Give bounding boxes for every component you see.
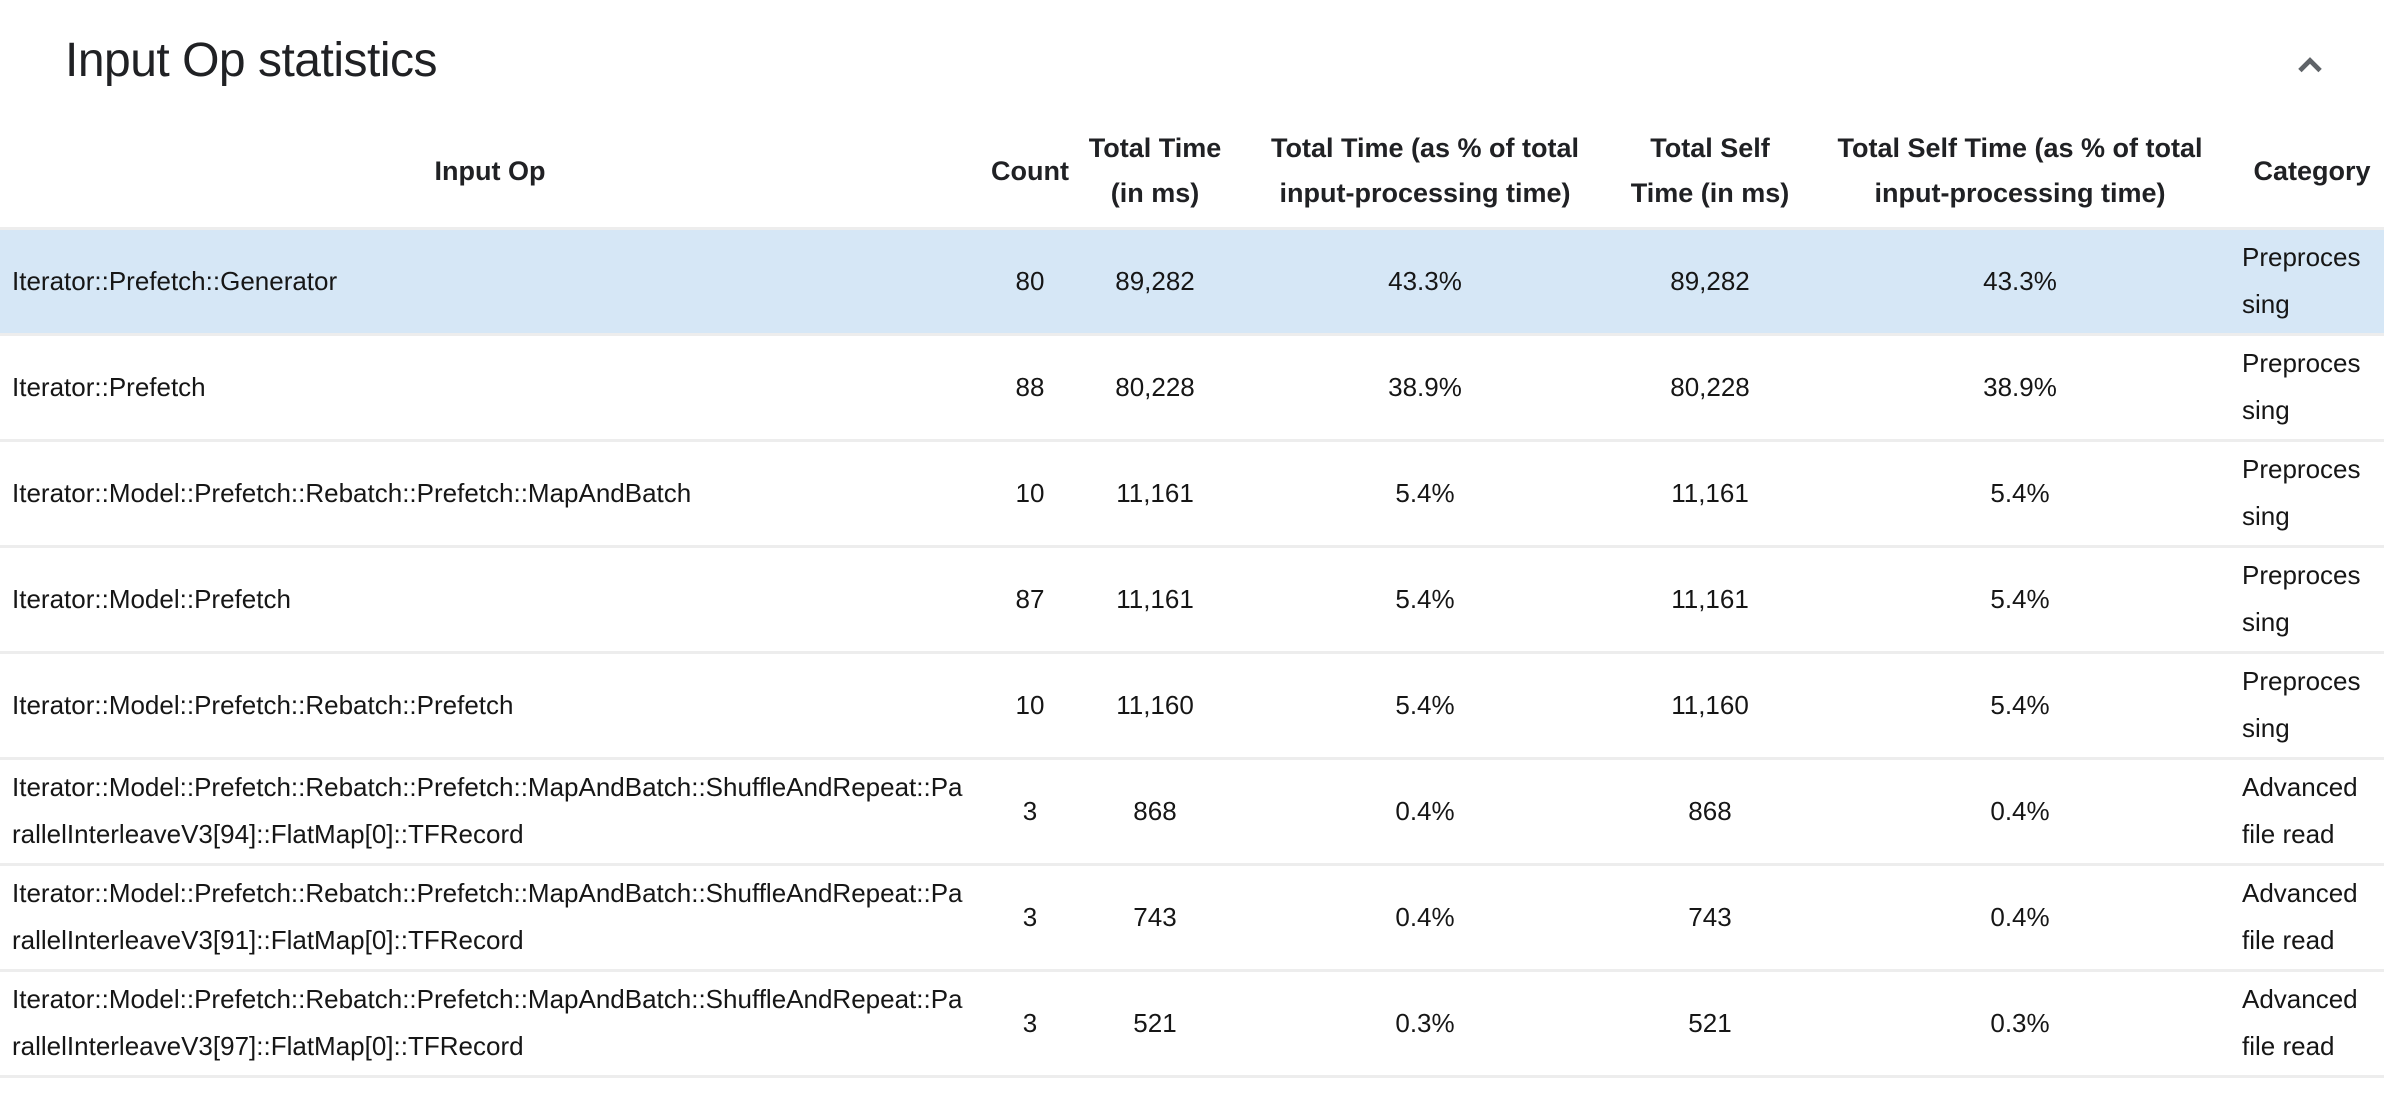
chevron-up-icon <box>2298 57 2322 73</box>
column-header-total-self-time[interactable]: Total Self Time (in ms) <box>1630 133 1790 209</box>
cell-self-time: 11,161 <box>1671 583 1749 614</box>
cell-category: Advanced file read <box>2242 772 2358 849</box>
column-header-category[interactable]: Category <box>2253 155 2371 186</box>
cell-total-time-pct: 5.4% <box>1395 477 1455 508</box>
section-title: Input Op statistics <box>65 34 438 87</box>
cell-total-time: 743 <box>1133 901 1177 932</box>
cell-count: 87 <box>1015 583 1045 614</box>
cell-self-time: 89,282 <box>1670 265 1750 296</box>
cell-self-time-pct: 43.3% <box>1983 265 2057 296</box>
cell-self-time-pct: 0.4% <box>1990 901 2050 932</box>
cell-self-time-pct: 5.4% <box>1990 477 2050 508</box>
column-header-total-self-time-pct[interactable]: Total Self Time (as % of total input-pro… <box>1837 133 2203 209</box>
cell-self-time-pct: 0.4% <box>1990 795 2050 826</box>
column-header-total-time-pct[interactable]: Total Time (as % of total input-processi… <box>1270 133 1580 209</box>
table-body: Iterator::Prefetch::Generator 80 89,282 … <box>0 228 2384 1076</box>
cell-category: Preprocessing <box>2242 666 2361 743</box>
table-row[interactable]: Iterator::Model::Prefetch::Rebatch::Pref… <box>0 652 2384 758</box>
cell-self-time: 11,160 <box>1671 689 1749 720</box>
cell-count: 3 <box>1022 1007 1038 1038</box>
cell-count: 3 <box>1022 901 1038 932</box>
cell-self-time: 868 <box>1688 795 1732 826</box>
cell-total-time: 89,282 <box>1115 265 1195 296</box>
cell-count: 10 <box>1015 689 1045 720</box>
table-row[interactable]: Iterator::Model::Prefetch 87 11,161 5.4%… <box>0 546 2384 652</box>
table-row[interactable]: Iterator::Model::Prefetch::Rebatch::Pref… <box>0 758 2384 864</box>
input-op-statistics-table: Input Op Count Total Time (in ms) Total … <box>0 116 2384 1078</box>
cell-self-time: 80,228 <box>1670 371 1750 402</box>
cell-input-op: Iterator::Prefetch <box>12 371 206 402</box>
cell-count: 80 <box>1015 265 1045 296</box>
cell-self-time: 521 <box>1688 1007 1732 1038</box>
cell-category: Preprocessing <box>2242 348 2361 425</box>
cell-input-op: Iterator::Model::Prefetch::Rebatch::Pref… <box>12 477 692 508</box>
cell-total-time-pct: 43.3% <box>1388 265 1462 296</box>
cell-input-op: Iterator::Prefetch::Generator <box>12 265 338 296</box>
cell-category: Preprocessing <box>2242 560 2361 637</box>
cell-count: 3 <box>1022 795 1038 826</box>
cell-self-time-pct: 0.3% <box>1990 1007 2050 1038</box>
cell-input-op: Iterator::Model::Prefetch <box>12 583 291 614</box>
cell-input-op: Iterator::Model::Prefetch::Rebatch::Pref… <box>12 878 963 955</box>
cell-total-time: 521 <box>1133 1007 1177 1038</box>
cell-total-time: 11,161 <box>1116 583 1194 614</box>
cell-count: 88 <box>1015 371 1045 402</box>
cell-self-time-pct: 38.9% <box>1983 371 2057 402</box>
column-header-input-op[interactable]: Input Op <box>434 155 546 186</box>
cell-total-time-pct: 0.4% <box>1395 795 1455 826</box>
cell-self-time-pct: 5.4% <box>1990 689 2050 720</box>
cell-count: 10 <box>1015 477 1045 508</box>
cell-input-op: Iterator::Model::Prefetch::Rebatch::Pref… <box>12 984 963 1061</box>
cell-total-time: 80,228 <box>1115 371 1195 402</box>
table-row[interactable]: Iterator::Model::Prefetch::Rebatch::Pref… <box>0 440 2384 546</box>
cell-input-op: Iterator::Model::Prefetch::Rebatch::Pref… <box>12 689 514 720</box>
cell-category: Preprocessing <box>2242 454 2361 531</box>
table-header-row: Input Op Count Total Time (in ms) Total … <box>0 116 2384 228</box>
cell-self-time: 11,161 <box>1671 477 1749 508</box>
cell-total-time-pct: 0.4% <box>1395 901 1455 932</box>
table-row[interactable]: Iterator::Model::Prefetch::Rebatch::Pref… <box>0 970 2384 1076</box>
cell-self-time: 743 <box>1688 901 1732 932</box>
cell-total-time: 11,161 <box>1116 477 1194 508</box>
table-row[interactable]: Iterator::Prefetch::Generator 80 89,282 … <box>0 228 2384 334</box>
cell-total-time: 868 <box>1133 795 1177 826</box>
cell-total-time: 11,160 <box>1116 689 1194 720</box>
collapse-section-button[interactable] <box>2288 44 2332 88</box>
cell-total-time-pct: 5.4% <box>1395 583 1455 614</box>
cell-input-op: Iterator::Model::Prefetch::Rebatch::Pref… <box>12 772 963 849</box>
cell-category: Advanced file read <box>2242 984 2358 1061</box>
cell-total-time-pct: 38.9% <box>1388 371 1462 402</box>
table-header: Input Op Count Total Time (in ms) Total … <box>0 116 2384 228</box>
table-row[interactable]: Iterator::Model::Prefetch::Rebatch::Pref… <box>0 864 2384 970</box>
cell-total-time-pct: 5.4% <box>1395 689 1455 720</box>
cell-total-time-pct: 0.3% <box>1395 1007 1455 1038</box>
cell-category: Preprocessing <box>2242 242 2361 319</box>
column-header-total-time[interactable]: Total Time (in ms) <box>1088 133 1222 209</box>
cell-category: Advanced file read <box>2242 878 2358 955</box>
cell-self-time-pct: 5.4% <box>1990 583 2050 614</box>
table-row[interactable]: Iterator::Prefetch 88 80,228 38.9% 80,22… <box>0 334 2384 440</box>
column-header-count[interactable]: Count <box>991 155 1069 186</box>
